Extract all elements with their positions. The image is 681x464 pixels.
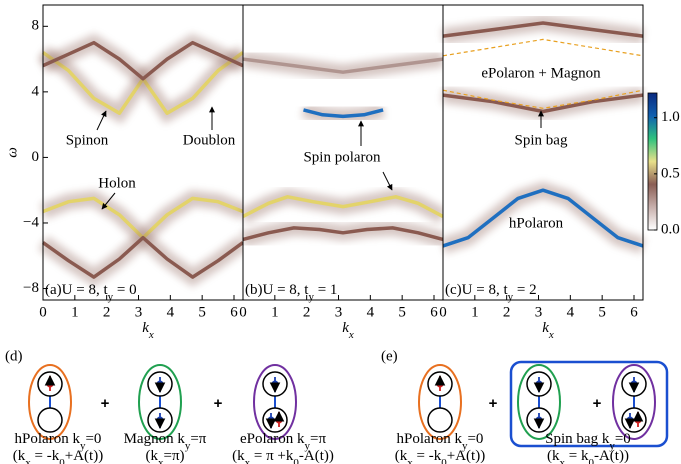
annotation: Doublon [183,132,236,148]
site [263,408,287,432]
diagram-caption-part: =0 [467,431,483,447]
x-tick-label: 1 [271,304,279,320]
x-tick-label: 6 [430,304,438,320]
diagram-caption: (kx = k0-A(t)) [547,448,629,464]
diagram-caption-part: =π [190,431,206,447]
x-axis-label: kx [342,320,354,340]
diagram-caption-part: +A(t)) [447,448,485,464]
x-tick-label: 5 [398,304,406,320]
annotation: Spinon [66,132,109,148]
x-axis-label: kx [542,320,554,340]
x-tick-label: 4 [367,304,375,320]
x-tick-label: 3 [535,304,543,320]
diagram-caption-part: -A(t)) [299,448,334,464]
diagram-caption-part: = -k [413,448,442,464]
diagram-caption: (kx = -k0+A(t)) [13,448,103,464]
x-axis-label-part: x [548,329,554,341]
x-tick-label: 2 [303,304,311,320]
panel-param: U = 8, t [62,282,109,298]
y-tick-label: 4 [32,83,40,99]
diagram-caption-part: ePolaron k [240,431,305,447]
plus-sign: + [101,395,110,412]
diagram-caption-part: =0 [85,431,101,447]
diagram-caption-part: Spin bag k [545,431,610,447]
x-axis-label-part: x [348,329,354,341]
panel-label-part: (a) [45,282,62,298]
x-tick-label: 6 [230,304,238,320]
site [428,408,452,432]
plot-area [443,5,643,300]
y-tick-label: 0 [32,149,40,165]
diagram-caption-part: = -k [31,448,60,464]
colorbar-tick-label: 0.0 [661,221,680,237]
y-tick-label: −8 [23,280,39,296]
x-axis-label: kx [142,320,154,340]
site [38,408,62,432]
x-tick-label: 3 [135,304,143,320]
y-tick-label: 8 [32,18,40,34]
panel-param: = 1 [314,282,337,298]
diagram-caption-part: hPolaron k [15,431,81,447]
diagram-caption-part: =π [310,431,326,447]
x-axis-label-part: x [148,329,154,341]
x-tick-label: 0 [239,304,247,320]
y-tick-label: −4 [23,214,39,230]
x-tick-label: 1 [471,304,479,320]
panel-param: = 2 [513,282,536,298]
colorbar-tick-label: 1.0 [661,109,680,125]
diagram-caption-part: = π +k [250,448,294,464]
panel-param: = 0 [113,282,136,298]
diagram-caption: (kx = π +k0-A(t)) [232,448,334,464]
x-tick-label: 3 [335,304,343,320]
diagram-caption-part: (k [145,448,158,464]
x-tick-label: 5 [198,304,206,320]
x-tick-label: 4 [567,304,575,320]
plus-sign: + [214,395,223,412]
colorbar [648,93,657,230]
diagram-caption-part: (k [13,448,26,464]
x-tick-label: 1 [71,304,79,320]
x-tick-label: 0 [39,304,47,320]
diagram-caption-part: =π) [163,448,184,464]
panel-label: (e) [381,348,398,364]
x-tick-label: 0 [439,304,447,320]
site [622,408,646,432]
x-tick-label: 5 [598,304,606,320]
panel-param: U = 8, t [462,282,509,298]
diagram-caption-part: +A(t)) [65,448,103,464]
x-tick-label: 2 [103,304,111,320]
plus-sign: + [593,395,602,412]
x-tick-label: 4 [167,304,175,320]
diagram-caption-part: =0 [615,431,631,447]
plus-sign: + [489,395,498,412]
diagram-caption-part: Magnon k [124,431,186,447]
panel-label: (d) [5,348,23,364]
diagram-caption-part: (k [547,448,560,464]
annotation: Holon [98,175,136,191]
diagram-caption-part: (k [395,448,408,464]
diagram-caption: (kx=π) [145,448,184,464]
colorbar-tick-label: 0.5 [661,165,680,181]
diagram-caption-part: -A(t)) [594,448,629,464]
y-axis-label: ω [4,147,20,158]
annotation: Spin polaron [303,149,381,165]
panel-param: U = 8, t [263,282,310,298]
diagram-caption-part: hPolaron k [397,431,463,447]
x-tick-label: 2 [503,304,511,320]
diagram-caption-part: = k [565,448,589,464]
diagram-caption: (kx = -k0+A(t)) [395,448,485,464]
annotation: hPolaron [509,215,564,231]
x-tick-label: 6 [630,304,638,320]
annotation: ePolaron + Magnon [481,65,601,81]
panel-label-part: (b) [245,282,263,298]
panel-label-part: (c) [445,282,462,298]
figure: 0123456−8−4048kxω(a)U = 8, ty = 0SpinonD… [0,0,681,464]
annotation: Spin bag [515,132,568,148]
diagram-caption-part: (k [232,448,245,464]
